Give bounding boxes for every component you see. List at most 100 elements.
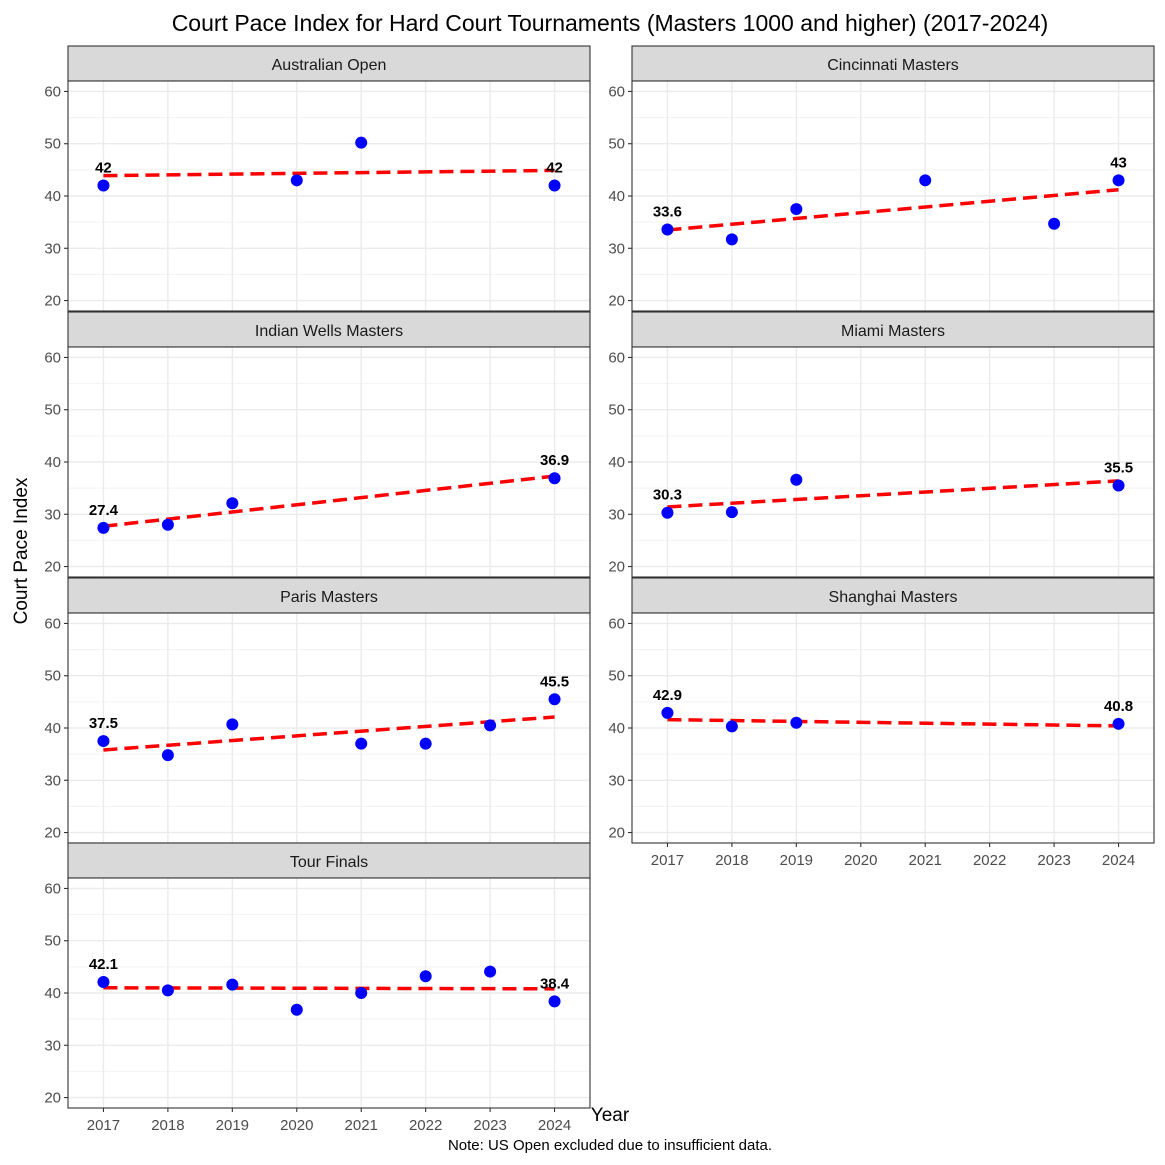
data-point-tour-finals-2017 <box>97 976 110 989</box>
data-label-australian-open-2017: 42 <box>95 160 112 177</box>
y-tick-label: 30 <box>608 240 625 257</box>
y-tick-label: 60 <box>608 615 625 632</box>
data-point-australian-open-2024 <box>548 179 561 192</box>
data-point-tour-finals-2022 <box>419 970 432 983</box>
panel-miami-masters: Miami Masters30.335.52030405060201720182… <box>608 311 1155 603</box>
trend-line-miami-masters <box>667 479 1119 509</box>
strip-label-shanghai-masters: Shanghai Masters <box>829 589 958 606</box>
strip-tour-finals <box>67 842 591 879</box>
y-tick-label: 50 <box>608 668 625 685</box>
data-label-miami-masters-2024: 35.5 <box>1104 460 1133 477</box>
data-label-miami-masters-2017: 30.3 <box>653 487 682 504</box>
y-tick-label: 30 <box>44 1037 61 1054</box>
x-tick-label: 2018 <box>715 852 748 869</box>
y-axis-title: Court Pace Index <box>11 477 32 624</box>
y-tick-label: 20 <box>44 559 61 576</box>
data-point-miami-masters-2024 <box>1112 479 1125 492</box>
strip-shanghai-masters <box>631 577 1155 614</box>
facet-panels: Australian Open 42 42 20 30 40 50 60 2017 2018 201… <box>44 45 1155 1134</box>
y-tick-label: 40 <box>44 985 61 1002</box>
data-point-cincinnati-masters-2017 <box>661 223 674 236</box>
strip-label-paris-masters: Paris Masters <box>280 589 378 606</box>
data-point-shanghai-masters-2018 <box>725 720 738 733</box>
data-label-cincinnati-masters-2017: 33.6 <box>653 203 682 220</box>
y-tick-label: 60 <box>44 83 61 100</box>
strip-label-miami-masters: Miami Masters <box>841 323 945 340</box>
trend-line-australian-open <box>103 168 555 178</box>
data-point-indian-wells-masters-2019 <box>226 497 239 510</box>
x-tick-label: 2021 <box>345 1117 378 1134</box>
y-tick-label: 50 <box>44 136 61 153</box>
trend-line-cincinnati-masters <box>667 187 1119 232</box>
y-tick-label: 40 <box>608 188 625 205</box>
data-label-shanghai-masters-2024: 40.8 <box>1104 698 1133 715</box>
y-tick-label: 30 <box>44 772 61 789</box>
y-tick-label: 30 <box>608 506 625 523</box>
data-point-tour-finals-2018 <box>161 984 174 997</box>
strip-paris-masters <box>67 577 591 614</box>
y-tick-label: 20 <box>608 825 625 842</box>
data-label-tour-finals-2024: 38.4 <box>540 975 570 992</box>
data-point-indian-wells-masters-2017 <box>97 521 110 534</box>
data-label-paris-masters-2024: 45.5 <box>540 673 569 690</box>
data-point-australian-open-2017 <box>97 179 110 192</box>
strip-label-cincinnati-masters: Cincinnati Masters <box>827 57 959 74</box>
panel-tour-finals: Tour Finals 42.1 38.4 20 30 40 50 60 2017 2018 201… <box>44 842 591 1134</box>
y-tick-label: 50 <box>44 668 61 685</box>
data-label-indian-wells-masters-2024: 36.9 <box>540 452 569 469</box>
data-point-indian-wells-masters-2018 <box>161 518 174 531</box>
data-label-shanghai-masters-2017: 42.9 <box>653 687 682 704</box>
data-label-indian-wells-masters-2017: 27.4 <box>89 502 119 519</box>
data-point-miami-masters-2019 <box>790 473 803 486</box>
data-point-shanghai-masters-2024 <box>1112 717 1125 730</box>
y-tick-label: 30 <box>44 240 61 257</box>
panel-cincinnati-masters: Cincinnati Masters33.6432030405060201720… <box>608 45 1155 337</box>
strip-australian-open <box>67 45 591 82</box>
panel-paris-masters: Paris Masters37.545.52030405060201720182… <box>44 577 591 869</box>
data-point-miami-masters-2018 <box>725 506 738 519</box>
trend-line-indian-wells-masters <box>103 474 555 529</box>
panel-shanghai-masters: Shanghai Masters 42.9 40.8 20 30 40 50 60 2017 20… <box>608 577 1155 869</box>
x-tick-label: 2020 <box>844 852 877 869</box>
y-tick-label: 60 <box>44 349 61 366</box>
strip-indian-wells-masters <box>67 311 591 348</box>
x-tick-label: 2017 <box>651 852 684 869</box>
data-point-shanghai-masters-2017 <box>661 706 674 719</box>
data-point-paris-masters-2023 <box>484 719 497 732</box>
data-label-australian-open-2024: 42 <box>546 160 563 177</box>
x-tick-label: 2020 <box>280 1117 313 1134</box>
panel-australian-open: Australian Open4242203040506020172018201… <box>44 45 591 337</box>
x-tick-label: 2023 <box>1037 852 1070 869</box>
data-point-cincinnati-masters-2018 <box>725 233 738 246</box>
data-point-cincinnati-masters-2024 <box>1112 174 1125 187</box>
data-point-paris-masters-2018 <box>161 749 174 762</box>
y-tick-label: 60 <box>44 880 61 897</box>
data-point-australian-open-2021 <box>355 136 368 149</box>
trend-line-paris-masters <box>103 715 555 752</box>
y-tick-label: 60 <box>608 349 625 366</box>
y-tick-label: 30 <box>608 772 625 789</box>
x-tick-label: 2017 <box>87 1117 120 1134</box>
x-tick-label: 2021 <box>909 852 942 869</box>
x-tick-label: 2019 <box>216 1117 249 1134</box>
data-point-tour-finals-2021 <box>355 987 368 999</box>
data-point-paris-masters-2017 <box>97 735 110 748</box>
strip-cincinnati-masters <box>631 45 1155 82</box>
y-tick-label: 40 <box>44 720 61 737</box>
data-point-cincinnati-masters-2021 <box>919 174 932 187</box>
strip-label-tour-finals: Tour Finals <box>290 854 368 871</box>
y-tick-label: 50 <box>608 402 625 419</box>
data-point-cincinnati-masters-2019 <box>790 203 803 216</box>
y-tick-label: 30 <box>44 506 61 523</box>
y-tick-label: 20 <box>608 559 625 576</box>
x-axis-title: Year <box>591 1105 630 1126</box>
y-tick-label: 20 <box>44 825 61 842</box>
data-point-tour-finals-2024 <box>548 995 561 1008</box>
y-tick-label: 20 <box>44 1090 61 1107</box>
data-point-shanghai-masters-2019 <box>790 716 803 729</box>
y-tick-label: 60 <box>44 615 61 632</box>
data-point-australian-open-2020 <box>290 174 303 187</box>
data-point-tour-finals-2019 <box>226 978 239 991</box>
x-tick-label: 2022 <box>973 852 1006 869</box>
